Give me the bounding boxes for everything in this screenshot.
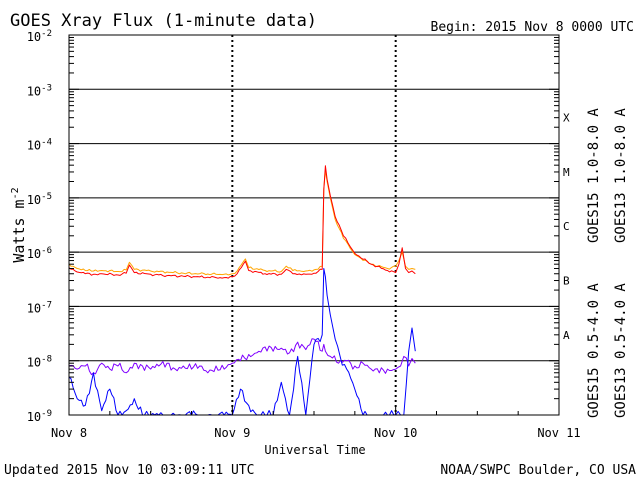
legend-goes13-short: GOES13 0.5-4.0 A [613, 283, 629, 418]
legend-goes15-long: GOES15 1.0-8.0 A [586, 108, 602, 243]
flare-class-b: B [563, 275, 570, 288]
grid-lines [69, 88, 559, 362]
series-goes13-1-0-8-0-a [68, 169, 416, 276]
plot-frame [68, 34, 560, 416]
flare-class-a: A [563, 329, 570, 342]
chart-title: GOES Xray Flux (1-minute data) [10, 11, 317, 31]
credit-text: NOAA/SWPC Boulder, CO USA [440, 463, 636, 478]
y-axis-ticks: 10-2 10-3 10-4 10-5 10-6 10-7 10-8 10-9 [27, 29, 559, 424]
series-goes13-0-5-4-0-a [68, 338, 416, 376]
updated-timestamp: Updated 2015 Nov 10 03:09:11 UTC [4, 463, 254, 478]
series-goes15-0-5-4-0-a [68, 268, 416, 416]
legend-goes15-short: GOES15 0.5-4.0 A [586, 283, 602, 418]
legend-goes13-long: GOES13 1.0-8.0 A [613, 108, 629, 243]
flare-class-labels: X M C B A [563, 112, 570, 342]
flare-class-c: C [563, 220, 570, 233]
x-axis-label: Universal Time [264, 443, 365, 457]
y-tick-label-6: 10-8 [27, 355, 52, 370]
x-tick-label-1: Nov 9 [214, 426, 250, 440]
data-series [68, 165, 416, 416]
x-axis-ticks: Nov 8 Nov 9 Nov 10 Nov 11 [51, 407, 581, 440]
y-tick-label-2: 10-4 [27, 138, 52, 153]
y-tick-label-0: 10-2 [27, 29, 52, 44]
y-tick-label-4: 10-6 [27, 246, 52, 261]
y-tick-label-5: 10-7 [27, 300, 52, 315]
series-goes15-1-0-8-0-a [68, 165, 416, 279]
x-tick-label-0: Nov 8 [51, 426, 87, 440]
y-tick-label-1: 10-3 [27, 83, 52, 98]
y-tick-label-7: 10-9 [27, 409, 52, 424]
flare-class-m: M [563, 166, 570, 179]
y-axis-label: Watts m-2 [10, 187, 28, 262]
x-tick-label-3: Nov 11 [537, 426, 580, 440]
x-tick-label-2: Nov 10 [374, 426, 417, 440]
flare-class-x: X [563, 112, 570, 125]
y-tick-label-3: 10-5 [27, 192, 52, 207]
begin-time: Begin: 2015 Nov 8 0000 UTC [431, 20, 635, 35]
day-separators [231, 35, 397, 415]
